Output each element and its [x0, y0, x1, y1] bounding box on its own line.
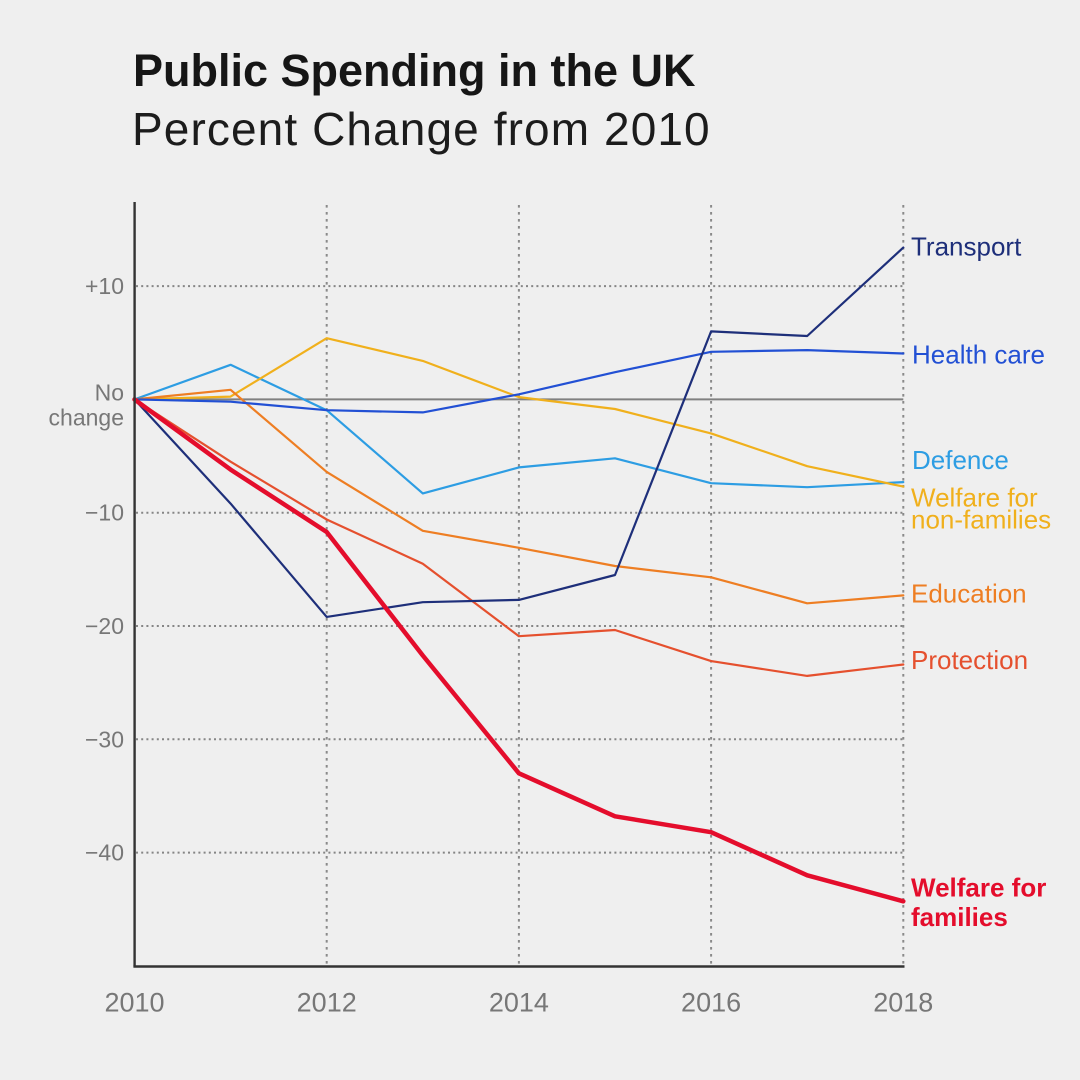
svg-text:change: change: [49, 405, 124, 431]
svg-text:Public Spending in the UK: Public Spending in the UK: [133, 45, 696, 96]
svg-text:Percent Change from 2010: Percent Change from 2010: [132, 103, 711, 155]
svg-text:Health care: Health care: [912, 339, 1045, 369]
svg-text:families: families: [911, 902, 1008, 932]
svg-text:Defence: Defence: [912, 445, 1009, 475]
svg-text:Welfare for: Welfare for: [911, 483, 1038, 513]
svg-text:−30: −30: [85, 726, 124, 752]
svg-text:−10: −10: [85, 500, 124, 526]
svg-text:−40: −40: [85, 840, 124, 866]
svg-text:2014: 2014: [489, 987, 549, 1017]
svg-text:Transport: Transport: [911, 231, 1022, 261]
svg-text:2010: 2010: [104, 987, 164, 1017]
svg-text:+10: +10: [85, 273, 124, 299]
svg-text:2018: 2018: [873, 987, 933, 1017]
svg-text:Welfare for: Welfare for: [911, 873, 1046, 903]
svg-text:Protection: Protection: [911, 645, 1028, 675]
svg-text:non-families: non-families: [911, 504, 1051, 534]
svg-text:Education: Education: [911, 578, 1027, 608]
svg-text:−20: −20: [85, 613, 124, 639]
svg-text:2016: 2016: [681, 987, 741, 1017]
svg-text:2012: 2012: [297, 987, 357, 1017]
svg-text:No: No: [95, 379, 124, 405]
